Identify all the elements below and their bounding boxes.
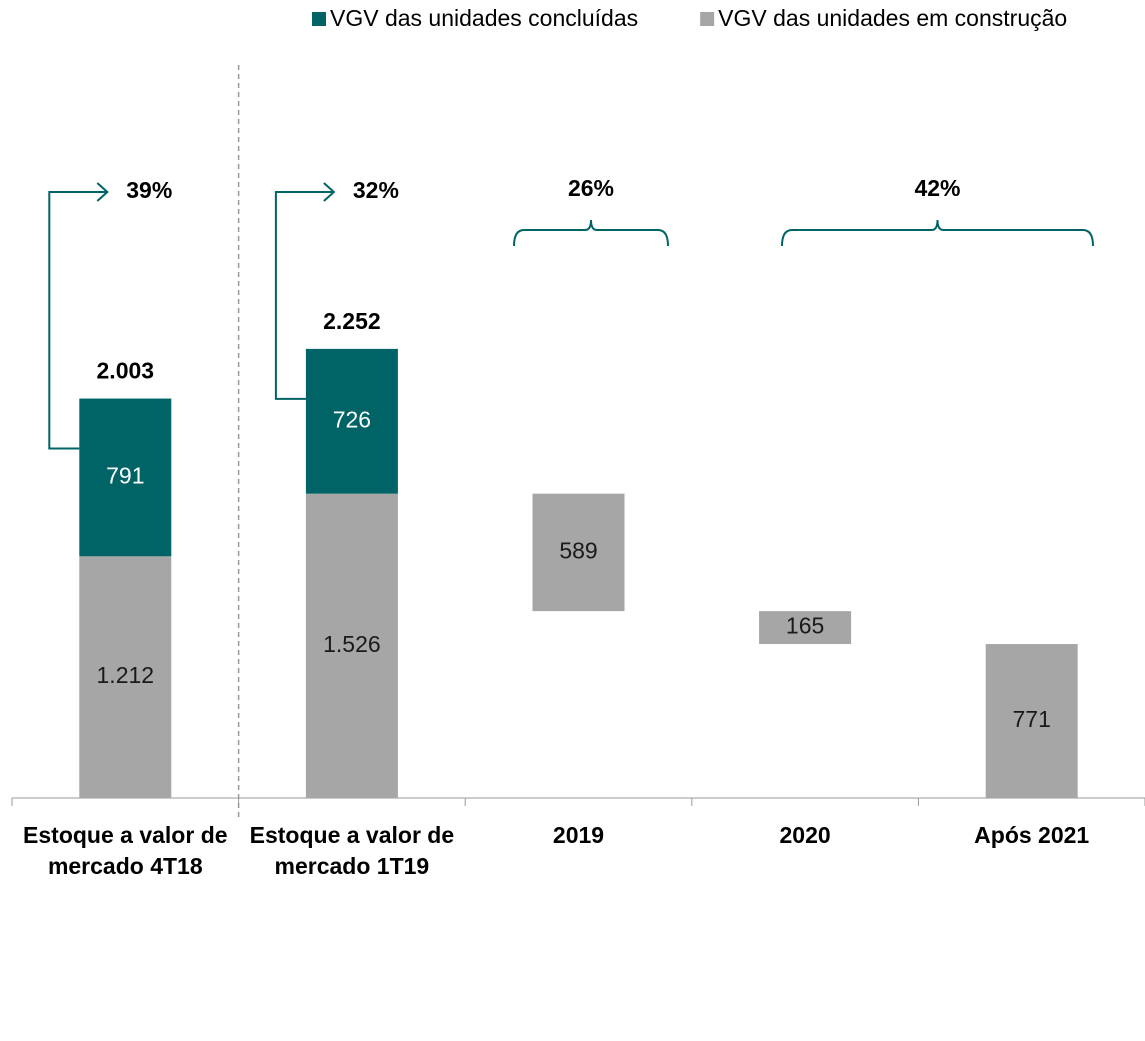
legend-label: VGV das unidades em construção [718, 5, 1067, 31]
x-tick-label: 2020 [779, 822, 831, 848]
bar-value-label: 589 [559, 537, 597, 563]
annotation-label: 42% [914, 175, 960, 201]
x-tick-label: Após 2021 [974, 822, 1090, 848]
bar-segment [305, 493, 398, 798]
bar-value-label: 165 [786, 613, 824, 639]
bar-segment [985, 644, 1078, 798]
arrowhead [96, 182, 109, 202]
annotation-arrow [274, 191, 334, 400]
bar-segment [759, 611, 852, 645]
legend-label: VGV das unidades concluídas [330, 5, 638, 31]
annotation-arrow [48, 191, 108, 450]
bar-value-label: 771 [1013, 706, 1051, 732]
x-tick-label: Estoque a valor de mercado 4T18 [23, 822, 228, 879]
annotation-label: 32% [353, 177, 399, 203]
bar-segment [305, 348, 398, 494]
annotation-label: 39% [126, 177, 172, 203]
bar-value-label: 726 [333, 406, 371, 432]
total-label: 2.003 [97, 358, 155, 384]
total-label: 2.252 [323, 308, 381, 334]
annotation-label: 26% [568, 175, 614, 201]
bar-value-label: 791 [106, 462, 144, 488]
x-tick-label: 2019 [552, 822, 605, 848]
legend-swatch [312, 12, 326, 26]
x-tick-label: Estoque a valor de mercado 1T19 [249, 822, 455, 879]
bar-segment [79, 556, 172, 798]
bar-segment [532, 493, 625, 612]
legend-swatch [700, 12, 715, 26]
bar-value-label: 1.526 [323, 631, 381, 657]
arrowhead [323, 182, 336, 202]
bar-segment [79, 398, 172, 557]
bar-value-label: 1.212 [97, 662, 155, 688]
annotation-brace [781, 219, 1094, 247]
annotation-brace [513, 219, 669, 247]
